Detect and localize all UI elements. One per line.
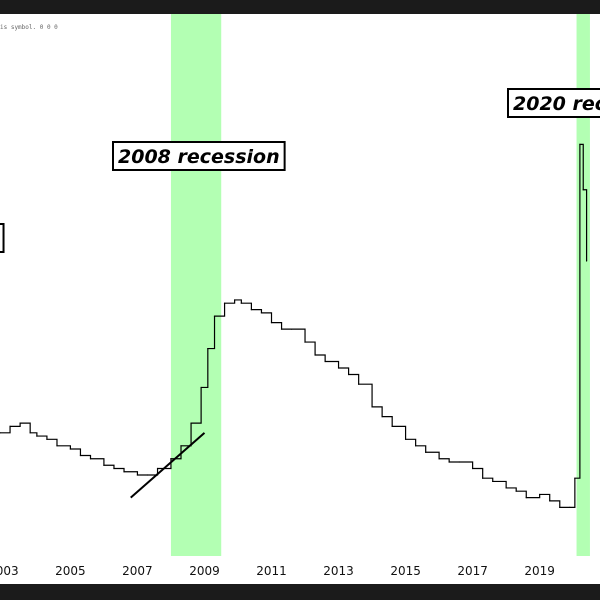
x-tick-label: 2005 [55,564,86,578]
data-point [458,461,460,463]
data-point [200,386,202,389]
data-point [213,315,216,317]
annotation-box: 2020 recession [507,88,600,118]
data-point [270,322,273,324]
data-point [438,458,440,460]
x-tick-label: 2017 [457,564,488,578]
x-tick-label: 2009 [189,564,220,578]
data-point [425,451,427,453]
data-point [36,435,38,437]
data-point [358,383,360,385]
data-point [156,467,159,470]
series-line-0 [0,143,588,508]
data-point [505,487,507,489]
data-point [559,506,561,508]
line-chart: 2003 2005 2007 2009 2011 2013 2015 2017 2019 200… [0,14,600,578]
data-point [250,309,252,311]
data-point [103,464,105,466]
data-point [381,416,383,418]
x-axis-ticks: 2003 2005 2007 2009 2011 2013 2015 2017 2019 [0,564,555,578]
data-point [415,445,417,447]
data-point [234,299,236,301]
data-point [280,328,283,330]
data-point [472,467,474,470]
annotation-box: 2008 recession [112,141,286,171]
data-point [89,458,92,460]
data-point [291,328,293,330]
data-point [337,367,340,369]
data-point [123,471,125,473]
data-point [482,477,484,479]
data-point [207,347,209,350]
data-point [69,448,71,450]
data-point [56,445,58,447]
annotation-box: n [0,223,5,253]
data-point [19,422,21,424]
series-layer [0,143,588,508]
x-tick-label: 2015 [390,564,421,578]
x-tick-label: 2007 [122,564,153,578]
data-point [569,506,571,508]
trendline [130,432,206,499]
x-tick-label: 2019 [524,564,555,578]
data-point [549,500,551,502]
data-point [525,497,527,499]
annotations: 2008 recession 2020 recession n [0,88,600,253]
annotation-text: 2008 recession [118,146,280,168]
data-point [240,302,242,304]
data-point [0,432,1,434]
data-point [579,143,581,145]
data-point [585,260,588,262]
annotation-border [112,141,286,171]
x-tick-label: 2011 [256,564,287,578]
data-point [146,474,149,476]
data-point [515,490,517,492]
header-note: is symbol. 0 0 0 [0,24,58,31]
annotation-text: 2020 recession [513,93,600,115]
data-point [46,438,48,440]
data-point [324,360,326,363]
data-point [492,480,494,483]
data-point [391,425,393,427]
data-point [180,445,182,447]
data-point [404,438,407,440]
data-point [582,189,584,191]
data-point [304,341,306,343]
data-point [314,354,316,356]
top-bar [0,0,600,14]
data-point [348,373,350,376]
annotation-border [507,88,600,118]
data-point [223,302,226,304]
data-point [448,461,450,463]
x-tick-label: 2013 [323,564,354,578]
plot-area: 2003 2005 2007 2009 2011 2013 2015 2017 2019 200… [0,14,600,584]
data-point [29,432,31,434]
data-point [371,406,373,408]
annotation-border [0,223,5,253]
data-point [190,422,192,424]
data-point [170,458,172,460]
recession-band-0 [170,14,222,556]
data-point [136,474,139,476]
data-point [9,425,11,427]
x-tick-label: 2003 [0,564,19,578]
data-point [79,454,82,457]
data-point [539,493,541,496]
data-point [574,477,576,479]
data-point [113,467,115,470]
data-point [260,312,263,314]
